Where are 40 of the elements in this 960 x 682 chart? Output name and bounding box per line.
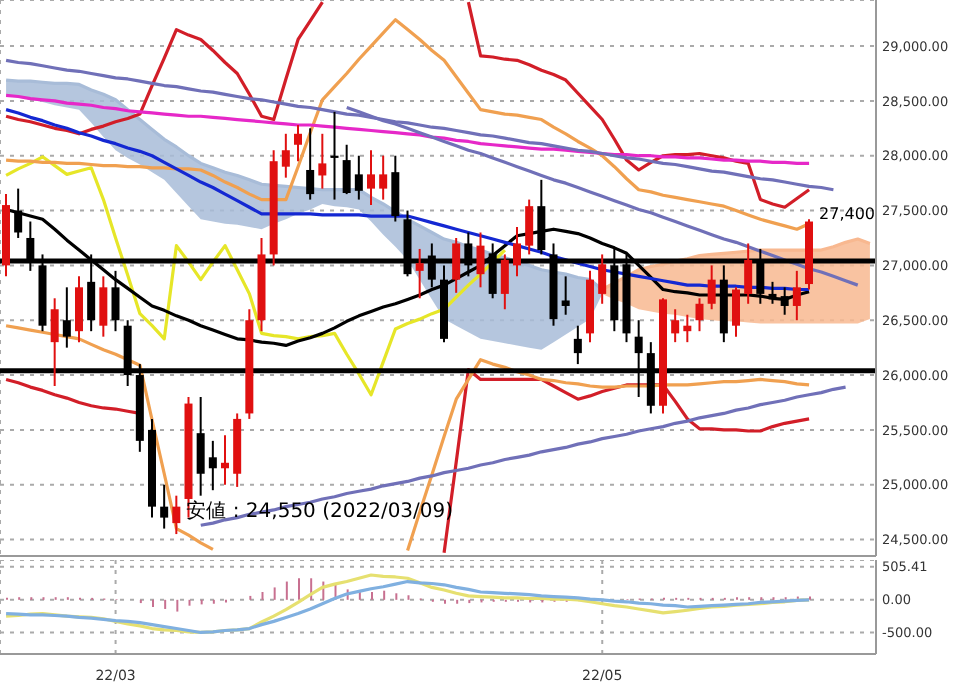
candlestick bbox=[172, 494, 181, 536]
candlestick bbox=[379, 154, 388, 201]
candlestick bbox=[318, 132, 327, 190]
candlestick bbox=[342, 143, 351, 196]
candlestick bbox=[281, 132, 290, 179]
candlestick bbox=[525, 198, 534, 256]
candlestick bbox=[792, 269, 801, 322]
candlestick bbox=[415, 247, 424, 300]
candlestick bbox=[160, 483, 169, 530]
candlestick bbox=[208, 439, 217, 492]
line-series bbox=[4, 93, 811, 165]
candlestick bbox=[707, 264, 716, 311]
candlestick bbox=[221, 434, 229, 486]
candlestick bbox=[780, 286, 789, 316]
candlestick bbox=[306, 127, 315, 201]
candlestick bbox=[513, 226, 521, 278]
annotation: 27,400 bbox=[819, 205, 876, 224]
candlestick bbox=[744, 242, 753, 305]
candlestick bbox=[476, 231, 485, 289]
candlestick bbox=[62, 286, 71, 349]
candlestick bbox=[671, 308, 680, 344]
candlestick bbox=[367, 149, 375, 207]
candlestick bbox=[500, 253, 509, 311]
candlestick bbox=[561, 275, 570, 316]
candlestick bbox=[354, 154, 363, 201]
candlestick bbox=[452, 236, 461, 294]
candlestick bbox=[695, 297, 704, 333]
candlestick bbox=[732, 286, 740, 338]
candlestick bbox=[683, 313, 692, 344]
candlestick bbox=[294, 124, 302, 163]
candlestick bbox=[111, 269, 120, 333]
candlestick bbox=[50, 297, 59, 388]
line-series bbox=[4, 155, 507, 397]
candlestick bbox=[99, 275, 108, 338]
candlestick bbox=[196, 395, 205, 497]
candlestick bbox=[573, 324, 582, 366]
candlestick bbox=[391, 154, 400, 223]
candlestick bbox=[768, 280, 777, 305]
candlestick bbox=[75, 275, 83, 344]
candlestick bbox=[598, 253, 607, 305]
